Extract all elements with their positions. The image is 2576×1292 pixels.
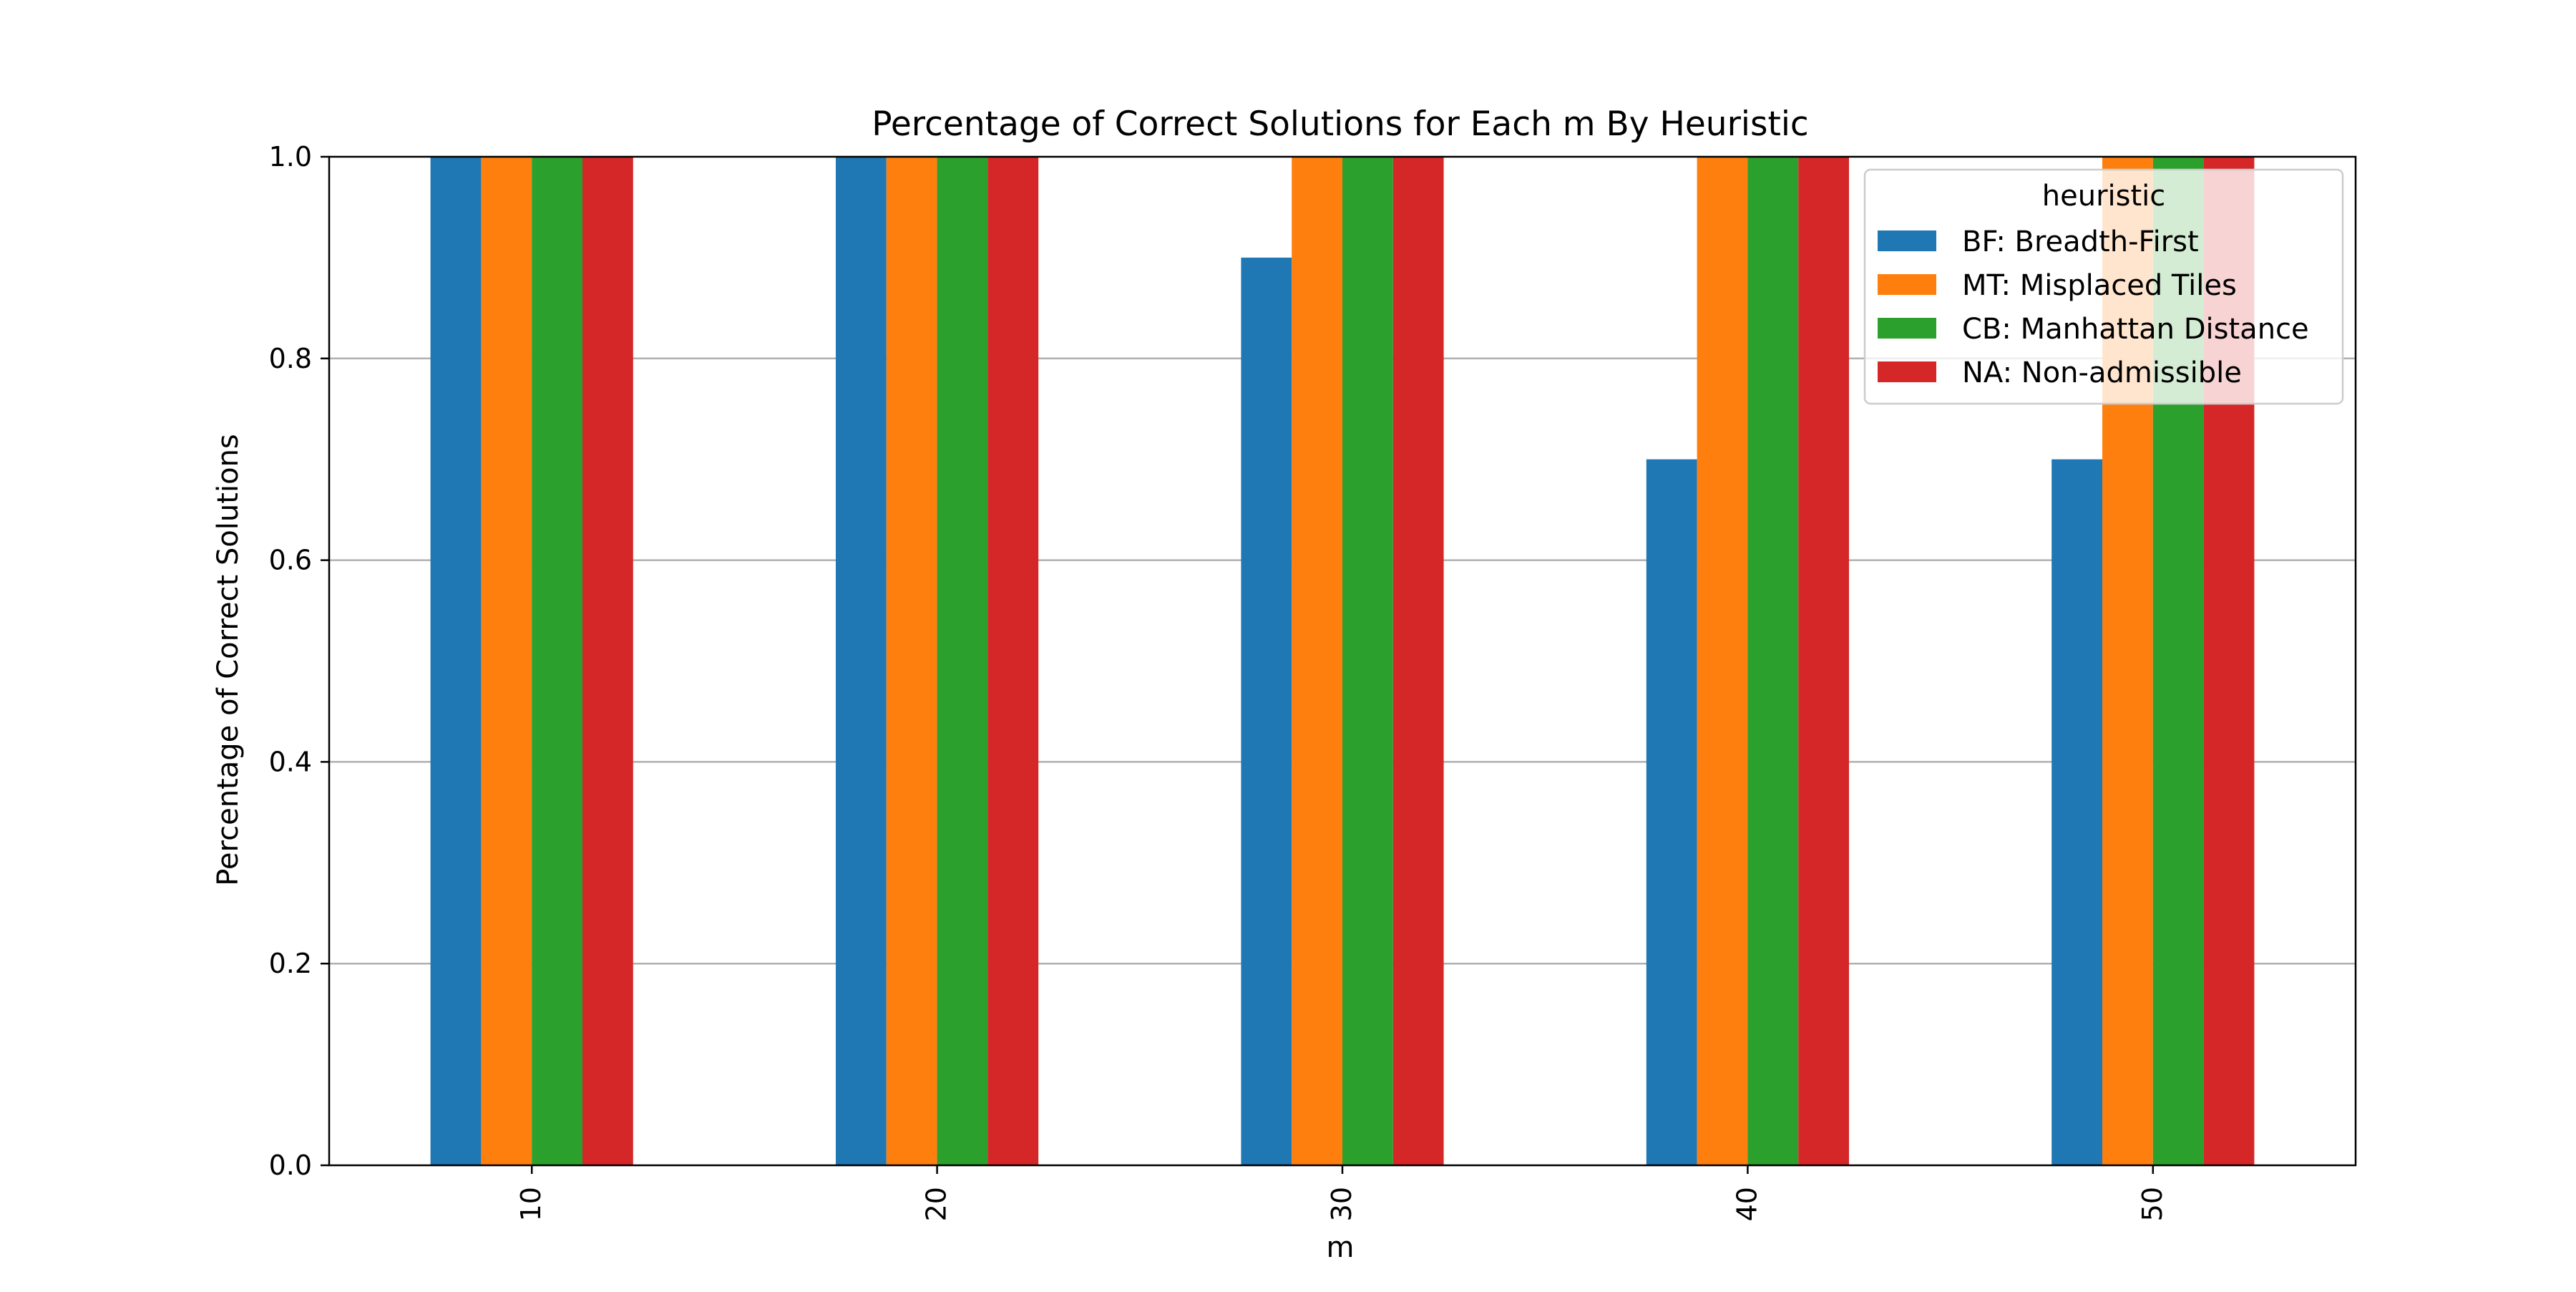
- x-tick-label: 20: [921, 1187, 952, 1221]
- legend-label: CB: Manhattan Distance: [1962, 313, 2309, 346]
- legend: heuristic BF: Breadth-First MT: Misplaced …: [1863, 168, 2344, 405]
- legend-label: MT: Misplaced Tiles: [1962, 269, 2237, 302]
- plot-frame: [328, 155, 2357, 1167]
- legend-swatch: [1878, 274, 1936, 295]
- bar: [1292, 157, 1342, 1165]
- bar: [1646, 459, 1697, 1165]
- bar: [582, 157, 633, 1165]
- bar: [1697, 157, 1748, 1165]
- bar: [430, 157, 482, 1165]
- legend-swatch: [1878, 361, 1936, 382]
- y-tick-label: 0.2: [269, 948, 312, 979]
- x-tick-label: 50: [2137, 1187, 2168, 1221]
- legend-swatch: [1878, 230, 1936, 251]
- y-tick-label: 0.4: [269, 746, 312, 777]
- y-tick-label: 0.8: [269, 343, 312, 374]
- legend-box: [1863, 168, 2344, 405]
- legend-label: NA: Non-admissible: [1962, 356, 2242, 389]
- bar: [836, 157, 887, 1165]
- bar: [1392, 157, 1444, 1165]
- axes: 0.0 0.2 0.4 0.6 0.8 1.0 10 20 30 40 50: [269, 141, 2357, 1221]
- x-tick-label: 10: [515, 1187, 547, 1221]
- x-tick-label: 40: [1731, 1187, 1762, 1221]
- legend-title: heuristic: [2042, 180, 2166, 213]
- x-axis-label: m: [1327, 1231, 1355, 1264]
- bar: [937, 157, 988, 1165]
- y-axis-label: Percentage of Correct Solutions: [212, 434, 245, 886]
- bar: [1241, 257, 1292, 1165]
- bar: [2051, 459, 2102, 1165]
- bar: [1798, 157, 1849, 1165]
- bar: [987, 157, 1039, 1165]
- legend-swatch: [1878, 318, 1936, 339]
- y-tick-label: 0.6: [269, 545, 312, 576]
- y-tick-label: 1.0: [269, 141, 312, 173]
- y-tick-label: 0.0: [269, 1150, 312, 1181]
- bar: [886, 157, 937, 1165]
- legend-label: BF: Breadth-First: [1962, 225, 2199, 258]
- chart-title: Percentage of Correct Solutions for Each…: [872, 105, 1809, 144]
- bar: [481, 157, 532, 1165]
- bar: [532, 157, 582, 1165]
- bar: [1747, 157, 1799, 1165]
- bar: [1342, 157, 1393, 1165]
- x-tick-label: 30: [1326, 1187, 1357, 1221]
